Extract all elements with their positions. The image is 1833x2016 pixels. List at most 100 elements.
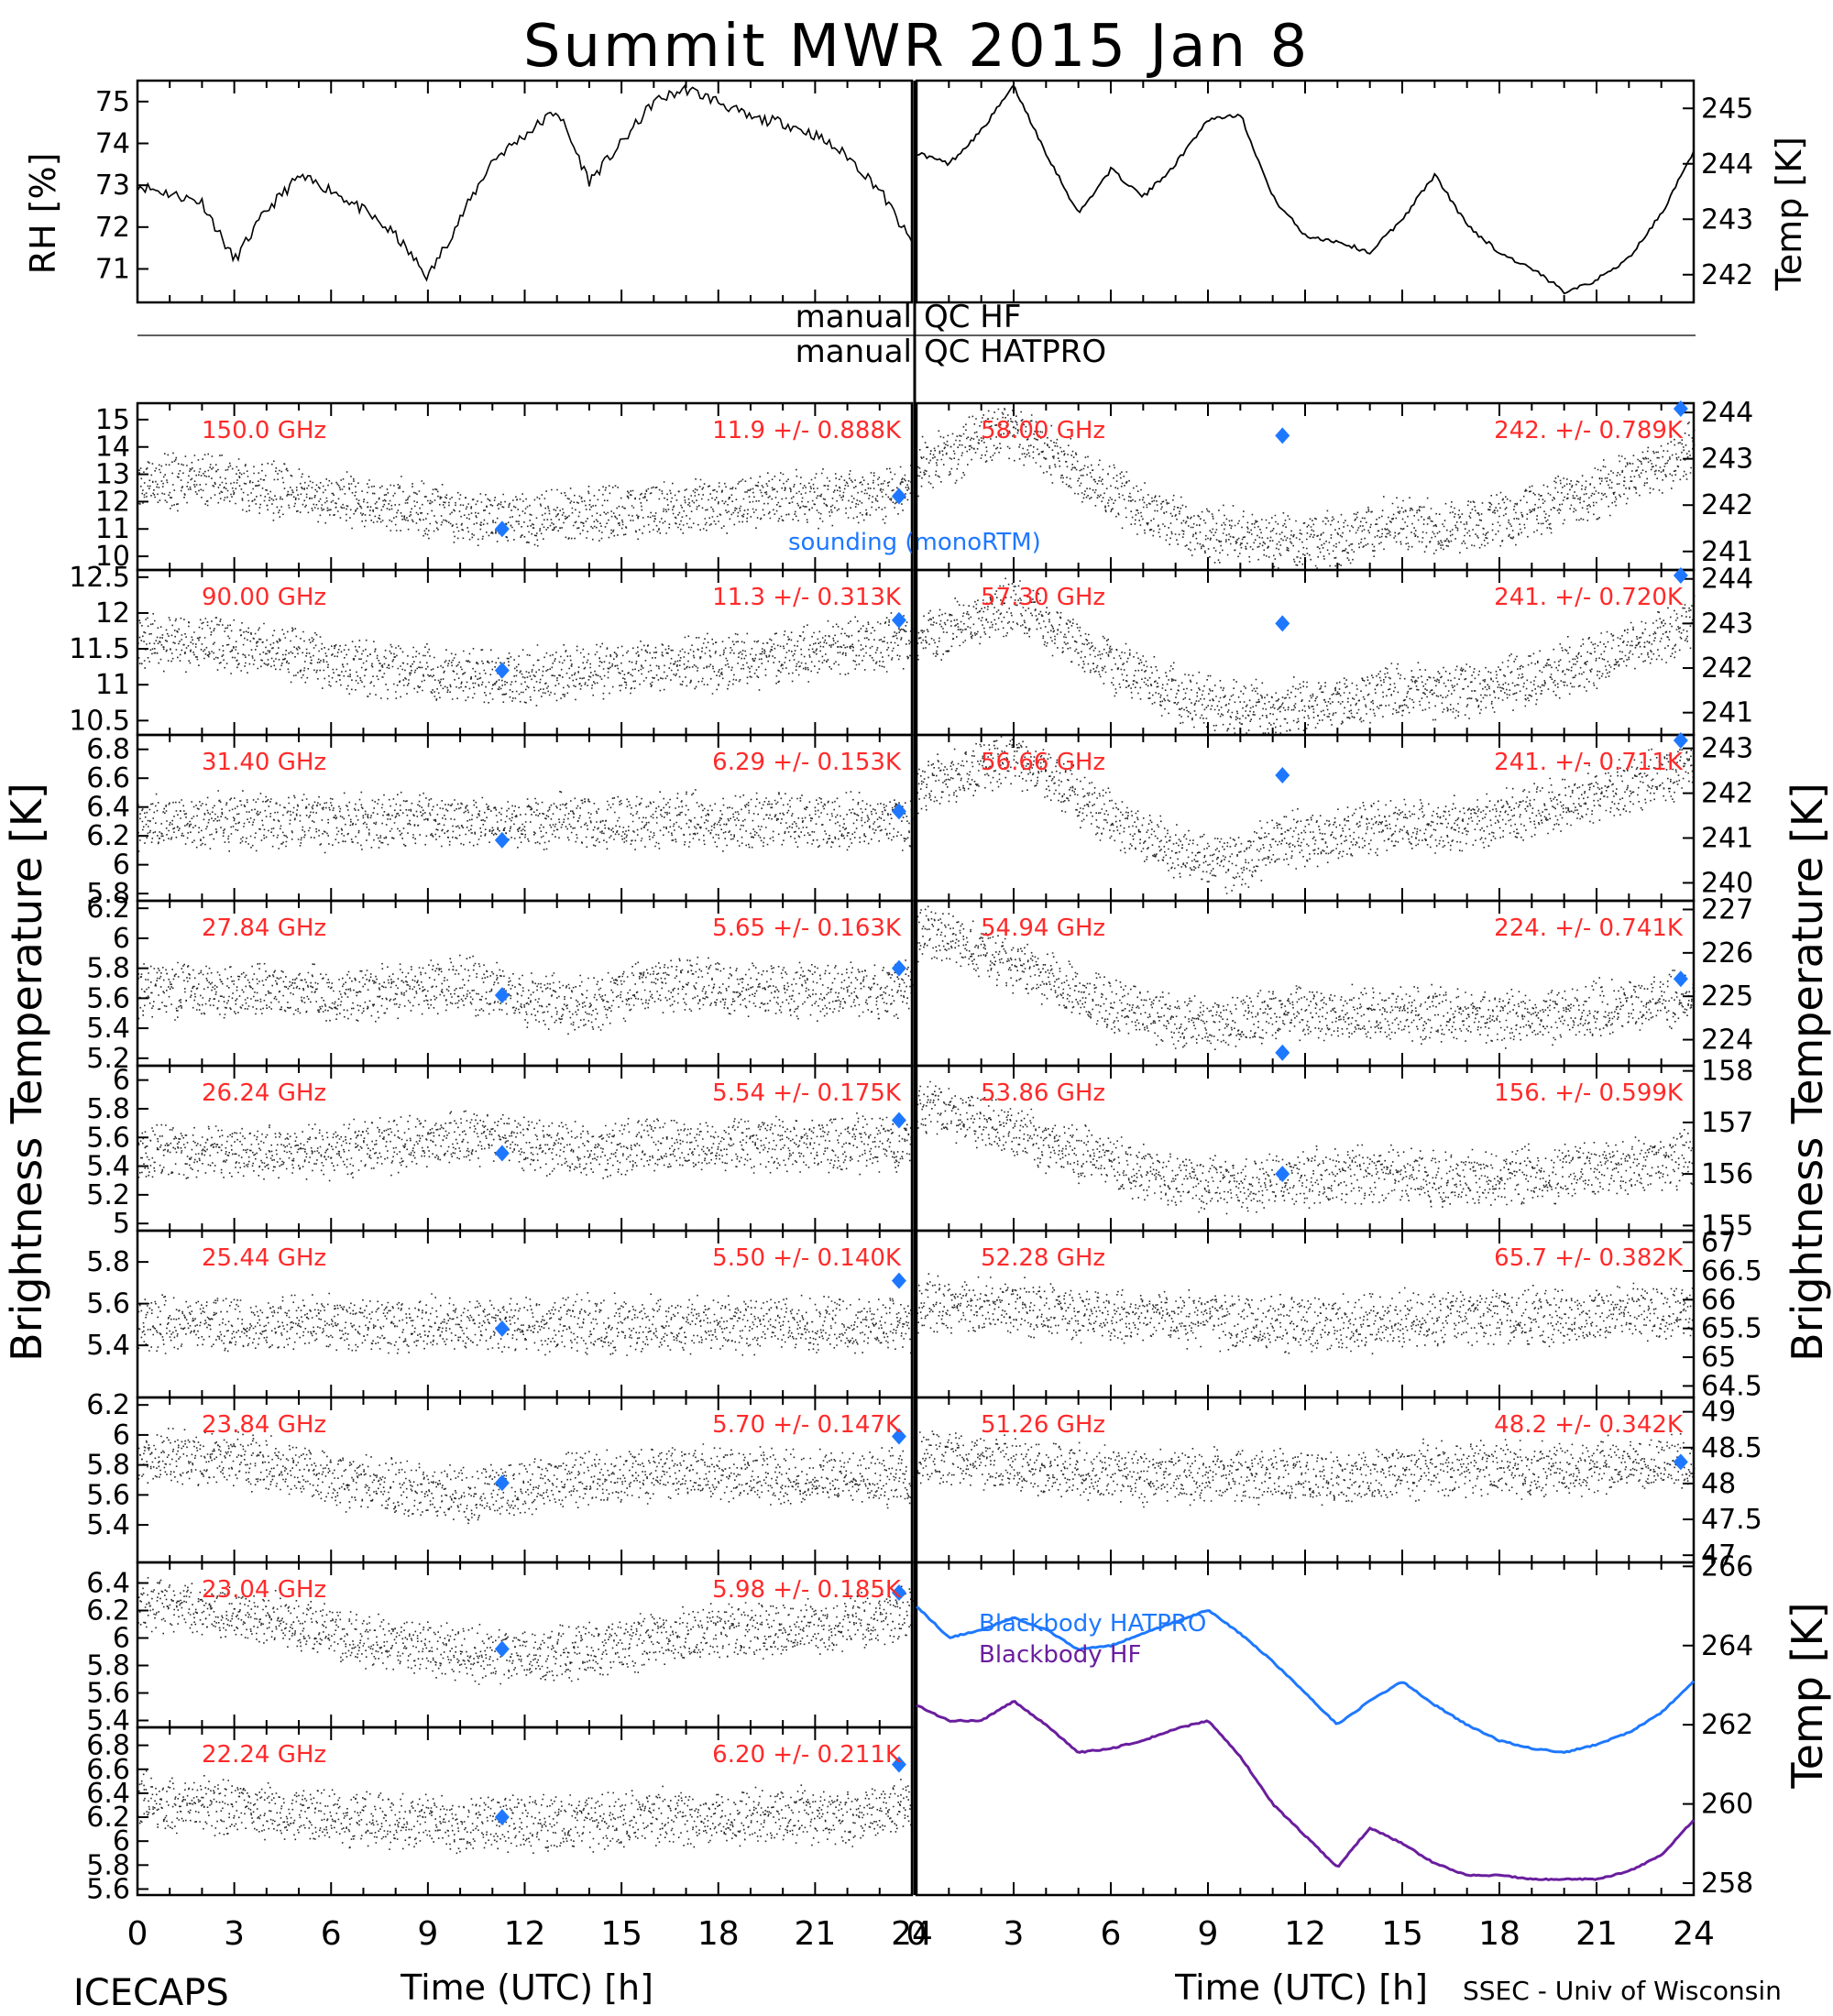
panel-54-94-ghz-sounding-marker-1 [1673,970,1688,988]
panel-54-94-ghz-ytick-label-1: 225 [1701,981,1753,1013]
x-tick-right-9: 9 [1198,1915,1219,1953]
panel-57-30-ghz-ytick-label-1: 242 [1701,652,1753,685]
panel-31-40-ghz-freq-label: 31.40 GHz [202,749,326,776]
temp-panel-ytick-label-2: 244 [1701,148,1753,181]
panel-23-04-ghz-ytick-label-3: 6 [113,1623,130,1655]
panel-26-24-ghz: 55.25.45.65.86 26.24 GHz 5.54 +/- 0.175K [86,1065,914,1240]
rh-panel-ytick-label-2: 73 [95,170,130,202]
panel-23-04-ghz-ytick-label-0: 5.4 [86,1705,130,1737]
panel-56-66-ghz-points [916,736,1696,894]
panel-25-44-ghz-sounding-marker-1 [891,1272,906,1289]
panel-150-0-ghz-sounding-marker-1 [891,488,906,505]
panel-54-94-ghz: 224 225 226 227 54.94 GHz 224. +/- 0.741K [915,893,1753,1068]
panel-27-84-ghz-ytick-label-5: 6.2 [86,893,130,925]
panel-31-40-ghz-sounding-marker-0 [494,831,510,849]
qc-hatpro-label: manual [796,334,912,370]
panel-90-00-ghz-ytick-label-1: 11 [95,669,130,701]
panel-25-44-ghz-points [137,1292,913,1356]
xlabel-right: Time (UTC) [h] [1174,1967,1428,2008]
panel-150-0-ghz-stat-label: 11.9 +/- 0.888K [712,417,902,444]
panel-51-26-ghz-stat-label: 48.2 +/- 0.342K [1494,1411,1684,1439]
panel-58-00-ghz-points [916,408,1696,569]
blackbody-legend-0: Blackbody HATPRO [979,1610,1206,1638]
x-tick-left-18: 18 [697,1915,740,1953]
x-tick-right-3: 3 [1004,1915,1025,1953]
panel-27-84-ghz-freq-label: 27.84 GHz [202,915,326,942]
rh-panel-ytick-label-4: 75 [95,86,130,118]
panel-53-86-ghz-ytick-label-3: 158 [1701,1056,1753,1088]
panel-56-66-ghz-ytick-label-3: 243 [1701,733,1753,765]
panel-22-24-ghz-ytick-label-3: 6.2 [86,1802,130,1834]
qc-hatpro-suffix: QC HATPRO [924,334,1106,370]
panel-23-84-ghz-sounding-marker-0 [494,1474,510,1492]
panel-25-44-ghz-ytick-label-2: 5.8 [86,1246,130,1278]
left-ylabel: Brightness Temperature [K] [2,783,51,1362]
panel-51-26-ghz-sounding-marker-0 [1673,1453,1688,1471]
panel-26-24-ghz-ytick-label-2: 5.4 [86,1151,130,1183]
panel-23-04-ghz: 5.45.65.866.26.4 23.04 GHz 5.98 +/- 0.185K [86,1561,914,1737]
panel-23-84-ghz-points [137,1428,914,1525]
panel-23-04-ghz-points [137,1577,914,1685]
panel-25-44-ghz-sounding-marker-0 [494,1320,510,1337]
panel-31-40-ghz-ytick-label-2: 6.2 [86,820,130,852]
panel-150-0-ghz-points [137,452,914,547]
temp-panel-frame [915,79,1696,304]
panel-57-30-ghz-sounding-marker-1 [1673,567,1688,584]
panel-26-24-ghz-ytick-label-0: 5 [113,1208,130,1240]
panel-90-00-ghz-stat-label: 11.3 +/- 0.313K [712,584,902,611]
panel-23-84-ghz-ytick-label-4: 6.2 [86,1389,130,1421]
panel-25-44-ghz-ytick-label-1: 5.6 [86,1288,130,1320]
met-panel: 71 72 73 74 75 242 243 244 245 [95,79,1753,304]
temp-panel-ytick-label-0: 242 [1701,259,1753,291]
panel-27-84-ghz-stat-label: 5.65 +/- 0.163K [712,915,902,942]
panel-23-84-ghz-ytick-label-1: 5.6 [86,1479,130,1511]
panel-25-44-ghz: 5.4 5.6 5.8 25.44 GHz 5.50 +/- 0.140K [86,1229,914,1399]
rh-trace [137,83,913,282]
panel-22-24-ghz-points [137,1769,914,1855]
panel-23-04-ghz-ytick-label-5: 6.4 [86,1568,130,1600]
panel-23-04-ghz-ytick-label-4: 6.2 [86,1595,130,1627]
panel-23-84-ghz-sounding-marker-1 [891,1428,906,1445]
panel-58-00-ghz: 241 242 243 244 58.00 GHz 242. +/- 0.789K [915,397,1753,572]
panel-56-66-ghz-freq-label: 56.66 GHz [981,749,1105,776]
panel-23-84-ghz: 5.45.65.866.2 23.84 GHz 5.70 +/- 0.147K [86,1389,914,1564]
panel-150-0-ghz-ytick-label-0: 10 [95,541,130,573]
panel-54-94-ghz-ytick-label-2: 226 [1701,937,1753,970]
panel-27-84-ghz-ytick-label-2: 5.6 [86,982,130,1014]
panel-150-0-ghz-sounding-marker-0 [494,520,510,538]
panel-150-0-ghz-ytick-label-2: 12 [95,486,130,518]
panel-53-86-ghz-freq-label: 53.86 GHz [981,1079,1105,1107]
panel-23-84-ghz-freq-label: 23.84 GHz [202,1411,326,1439]
panel-58-00-ghz-ytick-label-1: 242 [1701,489,1753,521]
panel-52-28-ghz-ytick-label-5: 67 [1701,1227,1736,1259]
panel-58-00-ghz-ytick-label-0: 241 [1701,536,1753,568]
panel-31-40-ghz: 5.866.26.46.66.8 31.40 GHz 6.29 +/- 0.153K [86,734,914,910]
panel-22-24-ghz-ytick-label-6: 6.8 [86,1730,130,1762]
panel-58-00-ghz-sounding-marker-1 [1673,400,1688,417]
panel-54-94-ghz-sounding-marker-0 [1275,1044,1290,1061]
panel-22-24-ghz-freq-label: 22.24 GHz [202,1741,326,1769]
panel-23-84-ghz-ytick-label-3: 6 [113,1419,130,1452]
panel-56-66-ghz: 240 241 242 243 56.66 GHz 241. +/- 0.711K [915,732,1753,903]
panel-150-0-ghz-ytick-label-5: 15 [95,404,130,436]
x-tick-left-6: 6 [321,1915,342,1953]
panel-22-24-ghz-ytick-label-1: 5.8 [86,1849,130,1881]
panel-54-94-ghz-freq-label: 54.94 GHz [981,915,1105,942]
blackbody-panel-ytick-label-0: 258 [1701,1868,1753,1900]
panel-54-94-ghz-ytick-label-3: 227 [1701,893,1753,926]
panel-27-84-ghz-sounding-marker-0 [494,987,510,1004]
x-tick-left-24: 24 [891,1915,933,1953]
x-tick-right-18: 18 [1478,1915,1520,1953]
panel-53-86-ghz: 155 156 157 158 53.86 GHz 156. +/- 0.599K [915,1056,1753,1242]
panel-31-40-ghz-ytick-label-5: 6.8 [86,734,130,766]
blackbody-panel-ytick-label-3: 264 [1701,1630,1753,1662]
panel-53-86-ghz-ytick-label-2: 157 [1701,1107,1753,1139]
panel-58-00-ghz-ytick-label-2: 243 [1701,444,1753,476]
x-tick-left-15: 15 [600,1915,642,1953]
panel-27-84-ghz-ytick-label-0: 5.2 [86,1043,130,1075]
panel-56-66-ghz-stat-label: 241. +/- 0.711K [1494,749,1684,776]
panel-22-24-ghz-stat-label: 6.20 +/- 0.211K [712,1741,902,1769]
